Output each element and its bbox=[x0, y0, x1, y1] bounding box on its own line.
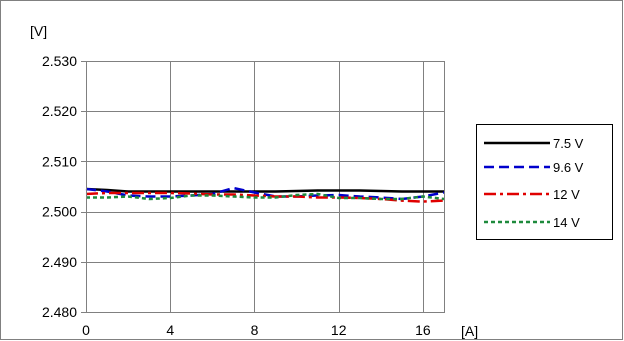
x-tick-labels: 0 4 8 12 16 bbox=[82, 322, 431, 338]
y-axis-unit: [V] bbox=[30, 23, 47, 39]
legend-label-2: 12 V bbox=[553, 187, 580, 202]
y-tick-label: 2.500 bbox=[42, 204, 77, 220]
legend-label-1: 9.6 V bbox=[553, 160, 584, 175]
plot-area-border bbox=[86, 61, 445, 313]
x-tick-label: 0 bbox=[82, 322, 90, 338]
legend-label-0: 7.5 V bbox=[553, 136, 584, 151]
series-lines bbox=[85, 186, 445, 203]
x-tick-label: 4 bbox=[166, 322, 174, 338]
series-line-1 bbox=[85, 186, 445, 201]
y-tick-label: 2.490 bbox=[42, 254, 77, 270]
y-tick-label: 2.530 bbox=[42, 53, 77, 69]
y-tick-labels: 2.480 2.490 2.500 2.510 2.520 2.530 bbox=[42, 53, 77, 320]
series-line-3 bbox=[86, 192, 445, 201]
y-tick-label: 2.480 bbox=[42, 304, 77, 320]
legend: 7.5 V 9.6 V 12 V 14 V bbox=[476, 124, 613, 240]
x-tick-label: 12 bbox=[331, 322, 347, 338]
x-tick-label: 16 bbox=[415, 322, 431, 338]
x-tick-label: 8 bbox=[251, 322, 259, 338]
series-line-0 bbox=[85, 187, 444, 193]
y-tick-label: 2.520 bbox=[42, 103, 77, 119]
x-axis-unit: [A] bbox=[461, 323, 478, 339]
series-line-2 bbox=[85, 191, 445, 203]
legend-label-3: 14 V bbox=[553, 215, 580, 230]
y-tick-label: 2.510 bbox=[42, 153, 77, 169]
